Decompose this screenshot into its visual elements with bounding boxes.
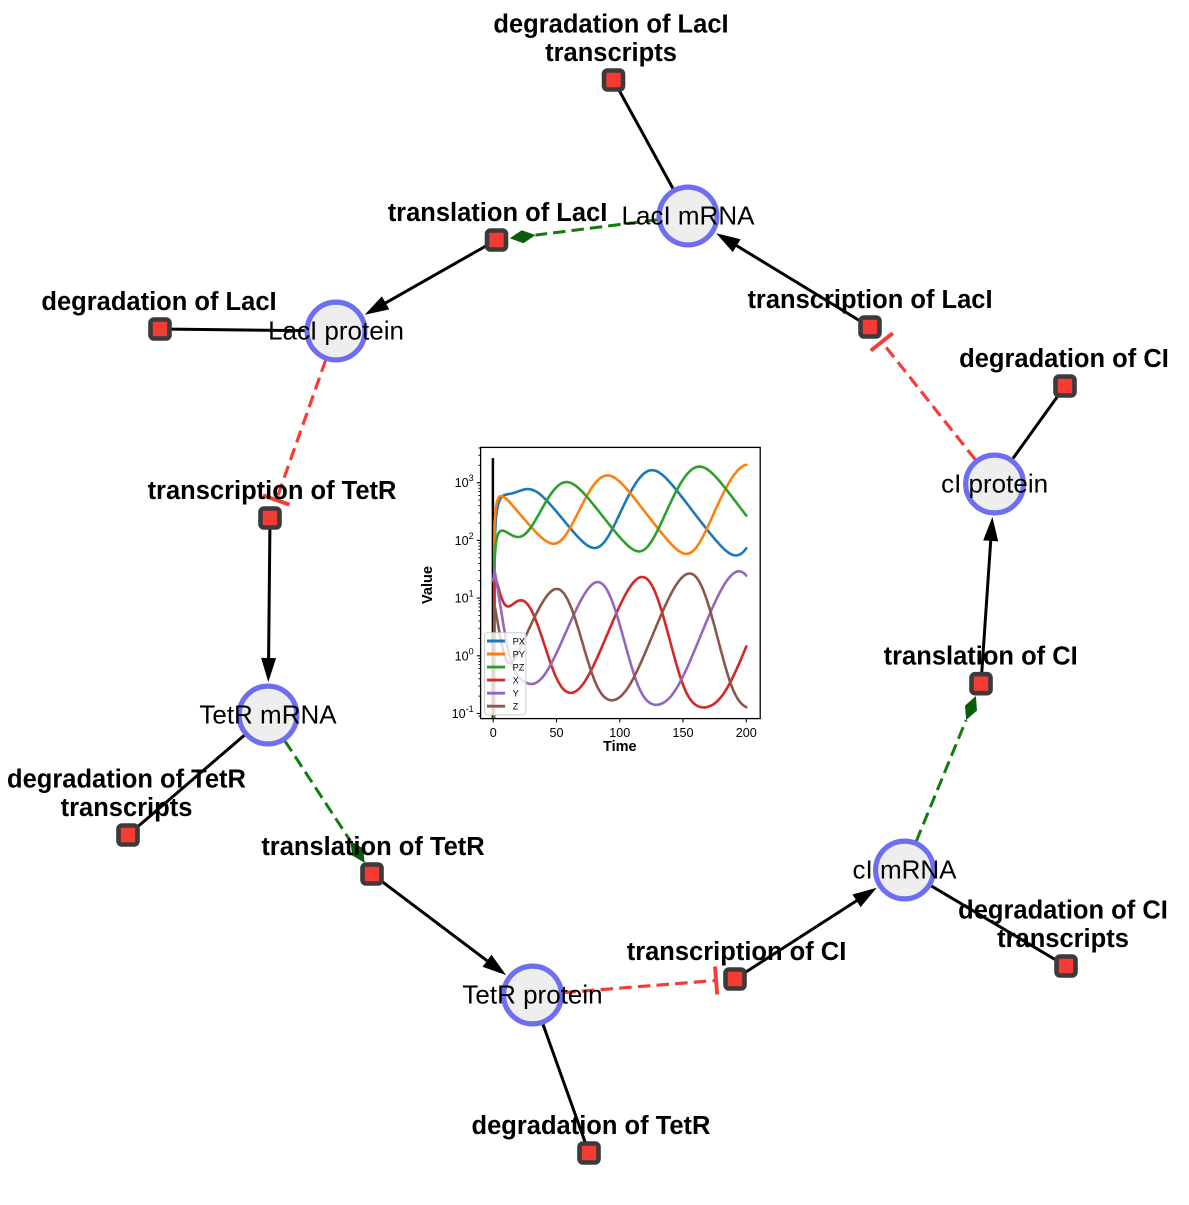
svg-text:Z: Z: [513, 702, 519, 712]
svg-text:X: X: [513, 675, 519, 685]
svg-text:Time: Time: [603, 739, 637, 755]
svg-text:cI mRNA: cI mRNA: [853, 855, 958, 885]
svg-text:50: 50: [549, 726, 563, 740]
svg-text:degradation of TetR: degradation of TetR: [472, 1112, 711, 1140]
svg-text:TetR protein: TetR protein: [462, 980, 602, 1010]
svg-text:Y: Y: [513, 689, 519, 699]
svg-text:TetR mRNA: TetR mRNA: [199, 700, 337, 730]
svg-text:transcripts: transcripts: [61, 794, 193, 822]
svg-text:PZ: PZ: [513, 662, 525, 672]
svg-text:PY: PY: [513, 649, 525, 659]
svg-text:LacI protein: LacI protein: [268, 316, 404, 346]
svg-text:100: 100: [609, 726, 630, 740]
svg-text:translation of CI: translation of CI: [884, 643, 1078, 671]
svg-text:LacI mRNA: LacI mRNA: [622, 201, 756, 231]
svg-text:transcription of CI: transcription of CI: [627, 938, 847, 966]
svg-text:degradation of LacI: degradation of LacI: [493, 10, 728, 38]
svg-text:transcripts: transcripts: [997, 925, 1129, 953]
svg-text:translation of LacI: translation of LacI: [388, 199, 608, 227]
svg-text:PX: PX: [513, 636, 525, 646]
svg-text:Value: Value: [420, 566, 436, 604]
svg-text:0: 0: [490, 726, 497, 740]
svg-text:degradation of TetR: degradation of TetR: [7, 765, 246, 793]
svg-text:150: 150: [672, 726, 693, 740]
svg-text:transcripts: transcripts: [545, 39, 677, 67]
svg-text:degradation of CI: degradation of CI: [959, 345, 1169, 373]
svg-text:translation of TetR: translation of TetR: [261, 833, 484, 861]
svg-text:transcription of LacI: transcription of LacI: [747, 286, 992, 314]
svg-text:200: 200: [736, 726, 757, 740]
svg-text:cI protein: cI protein: [941, 469, 1048, 499]
svg-text:degradation of LacI: degradation of LacI: [41, 288, 276, 316]
svg-text:transcription of TetR: transcription of TetR: [148, 477, 397, 505]
svg-text:degradation of CI: degradation of CI: [958, 896, 1168, 924]
